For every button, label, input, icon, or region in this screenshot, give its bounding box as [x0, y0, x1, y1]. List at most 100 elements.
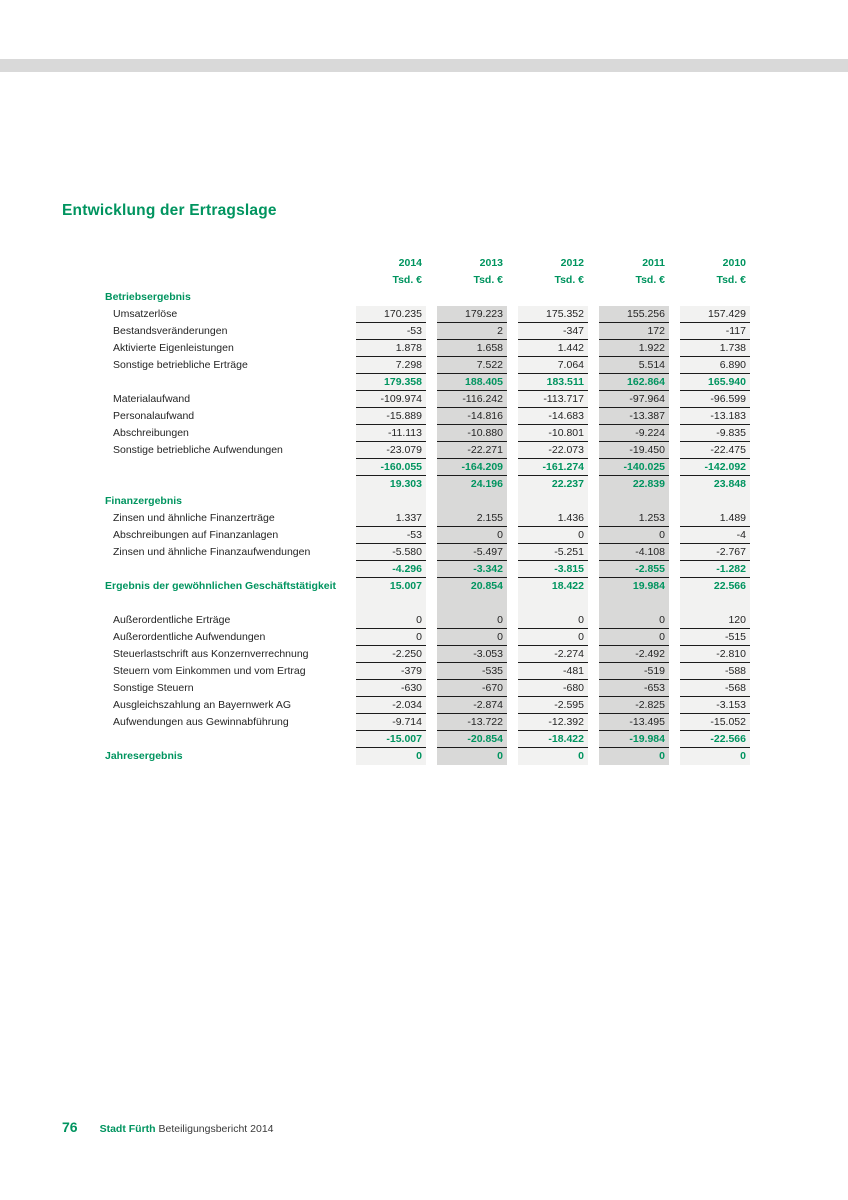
value-cell: -15.889 [356, 408, 426, 425]
value-cell: -680 [518, 680, 588, 697]
row-label [105, 476, 345, 493]
value-cell: 1.489 [680, 510, 750, 527]
column-band-2011 [599, 306, 669, 765]
table-row-item: Steuern vom Einkommen und vom Ertrag -379… [105, 663, 770, 680]
year-header-2012: 2012 [560, 257, 584, 269]
value-cell: 1.878 [356, 340, 426, 357]
row-label: Außerordentliche Erträge [113, 614, 231, 626]
table-row-item: Materialaufwand -109.974 -116.242 -113.717-… [105, 391, 770, 408]
value-cell: -15.007 [356, 731, 426, 748]
top-gray-bar [0, 59, 848, 72]
value-cell: 155.256 [599, 306, 669, 323]
page-title: Entwicklung der Ertragslage [62, 202, 277, 219]
value-cell: 22.237 [551, 478, 584, 490]
table-row-section-result: Ergebnis der gewöhnlichen Geschäftstätig… [105, 578, 770, 595]
table-row-subtotal: -4.296 -3.342 -3.815 -2.855 -1.282 [105, 561, 770, 578]
value-cell: 0 [740, 750, 746, 762]
value-cell: 6.890 [680, 357, 750, 374]
table-row-item: Umsatzerlöse 170.235 179.223 175.352 155.256… [105, 306, 770, 323]
value-cell: 1.337 [356, 510, 426, 527]
value-cell: 0 [437, 612, 507, 629]
header-label-spacer [105, 255, 345, 272]
table-row-item: Zinsen und ähnliche Finanzaufwendungen -5… [105, 544, 770, 561]
unit-header: Tsd. € [716, 274, 746, 286]
value-cell: -5.497 [437, 544, 507, 561]
value-cell: 183.511 [518, 374, 588, 391]
row-label: Ausgleichszahlung an Bayernwerk AG [113, 699, 292, 711]
value-cell: 19.984 [632, 580, 665, 592]
value-cell: -15.052 [680, 714, 750, 731]
value-cell: 15.007 [389, 580, 422, 592]
value-cell: -164.209 [437, 459, 507, 476]
footer-report-title: Stadt Fürth Beteiligungsbericht 2014 [100, 1123, 274, 1135]
year-header-2011: 2011 [642, 257, 665, 269]
footer-brand: Stadt Fürth [99, 1123, 156, 1135]
value-cell: 157.429 [680, 306, 750, 323]
value-cell [437, 289, 507, 306]
value-cell: -3.815 [518, 561, 588, 578]
value-cell: -2.767 [680, 544, 750, 561]
value-cell: 1.442 [518, 340, 588, 357]
value-cell: -3.342 [437, 561, 507, 578]
table-row-subtotal: 179.358 188.405 183.511 162.864 165.940 [105, 374, 770, 391]
table-row-final: Jahresergebnis 0 0 0 0 0 [105, 748, 770, 765]
value-cell: 7.522 [437, 357, 507, 374]
value-cell: 172 [599, 323, 669, 340]
value-cell: 1.436 [518, 510, 588, 527]
value-cell: -22.073 [518, 442, 588, 459]
value-cell: -2.250 [356, 646, 426, 663]
table-row-item: Abschreibungen -11.113 -10.880 -10.801 -9.22… [105, 425, 770, 442]
value-cell: 23.848 [713, 478, 746, 490]
value-cell [599, 595, 669, 612]
value-cell: 1.658 [437, 340, 507, 357]
value-cell: 0 [497, 750, 503, 762]
value-cell: 7.064 [518, 357, 588, 374]
value-cell: -19.450 [599, 442, 669, 459]
row-label: Sonstige betriebliche Aufwendungen [113, 444, 283, 456]
value-cell: -117 [680, 323, 750, 340]
value-cell: -2.874 [437, 697, 507, 714]
row-label [105, 374, 345, 391]
value-cell: 0 [599, 612, 669, 629]
value-cell: 165.940 [680, 374, 750, 391]
value-cell: -53 [356, 323, 426, 340]
value-cell: -13.387 [599, 408, 669, 425]
value-cell: -160.055 [356, 459, 426, 476]
header-label-spacer [105, 272, 345, 289]
value-cell: -142.092 [680, 459, 750, 476]
value-cell: 5.514 [599, 357, 669, 374]
value-cell: -568 [680, 680, 750, 697]
unit-header: Tsd. € [392, 274, 422, 286]
table-body: Betriebsergebnis Umsatzerlöse 170.235 179.2… [105, 289, 770, 765]
table-row-item: Aufwendungen aus Gewinnabführung -9.714 -1… [105, 714, 770, 731]
value-cell: -515 [680, 629, 750, 646]
value-cell: -9.224 [599, 425, 669, 442]
value-cell: -2.825 [599, 697, 669, 714]
value-cell: 0 [518, 527, 588, 544]
value-cell: 22.566 [713, 580, 746, 592]
value-cell: 0 [416, 750, 422, 762]
value-cell: -481 [518, 663, 588, 680]
row-label: Zinsen und ähnliche Finanzaufwendungen [113, 546, 311, 558]
value-cell: -5.580 [356, 544, 426, 561]
value-cell: -2.595 [518, 697, 588, 714]
value-cell: -4.108 [599, 544, 669, 561]
value-cell: 120 [680, 612, 750, 629]
value-cell: -3.053 [437, 646, 507, 663]
value-cell: -12.392 [518, 714, 588, 731]
value-cell: -116.242 [437, 391, 507, 408]
row-label: Aufwendungen aus Gewinnabführung [113, 716, 289, 728]
value-cell: -519 [599, 663, 669, 680]
value-cell: -13.495 [599, 714, 669, 731]
table-row-item: Steuerlastschrift aus Konzernverrechnung… [105, 646, 770, 663]
value-cell: -13.183 [680, 408, 750, 425]
value-cell [680, 595, 750, 612]
value-cell: -535 [437, 663, 507, 680]
value-cell: -9.835 [680, 425, 750, 442]
row-label [105, 595, 345, 612]
value-cell: -2.492 [599, 646, 669, 663]
value-cell: -2.274 [518, 646, 588, 663]
header-row-unit: Tsd. € Tsd. € Tsd. € Tsd. € Tsd. € [105, 272, 770, 289]
column-band-2010 [680, 306, 750, 765]
value-cell: -4.296 [356, 561, 426, 578]
